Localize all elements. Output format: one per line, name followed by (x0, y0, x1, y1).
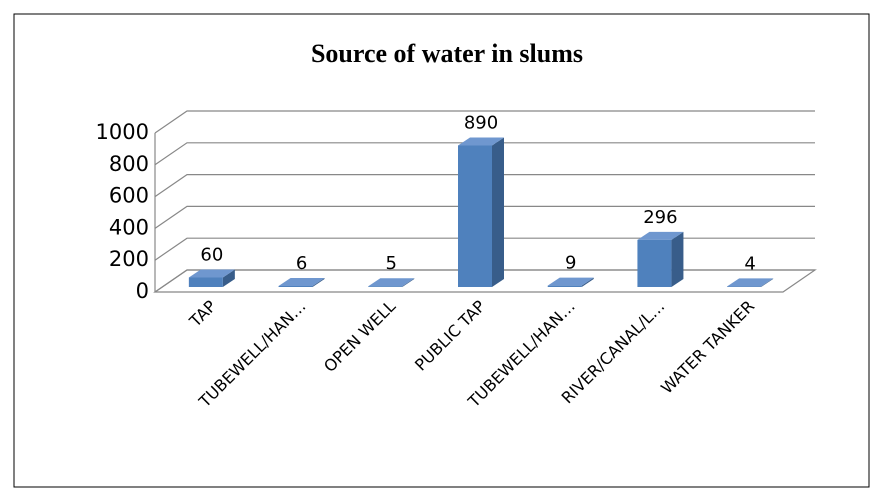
value-label: 60 (200, 244, 223, 265)
bar-side (222, 269, 235, 287)
bar-side (492, 137, 504, 287)
bar-front (547, 285, 582, 287)
bar (727, 278, 774, 287)
bar-front (458, 145, 492, 287)
bar-top (278, 278, 325, 287)
value-label: 4 (744, 253, 755, 274)
y-tick-label: 600 (109, 184, 149, 208)
value-label: 6 (296, 253, 307, 274)
y-tick-label: 1000 (96, 120, 149, 144)
bar-side (581, 277, 594, 287)
grid-line (154, 269, 815, 293)
bar-side (402, 278, 415, 287)
chart-frame (13, 13, 870, 488)
bar (458, 137, 504, 287)
bar-top (188, 269, 235, 278)
bar-front (368, 286, 403, 287)
bar-top (727, 278, 774, 287)
y-tick-label: 200 (109, 247, 149, 271)
bar-top (458, 137, 504, 146)
bar-front (188, 277, 223, 287)
bar-side (312, 278, 325, 287)
value-label: 5 (386, 253, 397, 274)
bar (188, 269, 235, 287)
grid-line (154, 237, 815, 261)
bar (278, 278, 325, 287)
bar (547, 277, 594, 287)
bar-front (727, 286, 762, 287)
value-label: 296 (643, 207, 677, 228)
grid-line (154, 205, 815, 229)
bar-front (637, 239, 672, 287)
bar-top (368, 278, 415, 287)
grid-line (154, 142, 815, 166)
bar-top (547, 277, 594, 286)
bar-side (761, 278, 774, 287)
chart-title: Source of water in slums (311, 39, 583, 68)
y-tick-label: 800 (109, 152, 149, 176)
value-label: 9 (565, 253, 576, 274)
y-tick-label: 400 (109, 215, 149, 239)
bar (368, 278, 415, 287)
bar (637, 231, 684, 287)
bar-side (671, 231, 684, 287)
value-label: 890 (464, 112, 498, 133)
y-tick-label: 0 (136, 279, 149, 303)
grid-line (154, 174, 815, 198)
bar-top (637, 231, 684, 240)
bar-front (278, 286, 313, 287)
grid-line (154, 110, 815, 134)
